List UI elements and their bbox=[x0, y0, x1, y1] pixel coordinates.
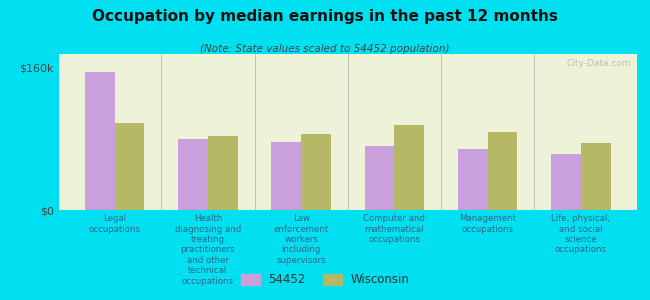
Legend: 54452, Wisconsin: 54452, Wisconsin bbox=[236, 269, 414, 291]
Bar bbox=[488, 132, 517, 210]
Bar bbox=[458, 149, 488, 210]
Bar bbox=[208, 136, 238, 210]
Bar bbox=[551, 154, 581, 210]
Text: (Note: State values scaled to 54452 population): (Note: State values scaled to 54452 popu… bbox=[200, 44, 450, 53]
Bar bbox=[301, 134, 331, 210]
Bar bbox=[365, 146, 395, 210]
Bar bbox=[178, 139, 208, 210]
Text: City-Data.com: City-Data.com bbox=[567, 59, 631, 68]
Bar bbox=[84, 72, 114, 210]
Bar bbox=[395, 125, 424, 210]
Bar bbox=[271, 142, 301, 210]
Bar bbox=[581, 143, 611, 210]
Bar bbox=[114, 123, 144, 210]
Text: Occupation by median earnings in the past 12 months: Occupation by median earnings in the pas… bbox=[92, 9, 558, 24]
